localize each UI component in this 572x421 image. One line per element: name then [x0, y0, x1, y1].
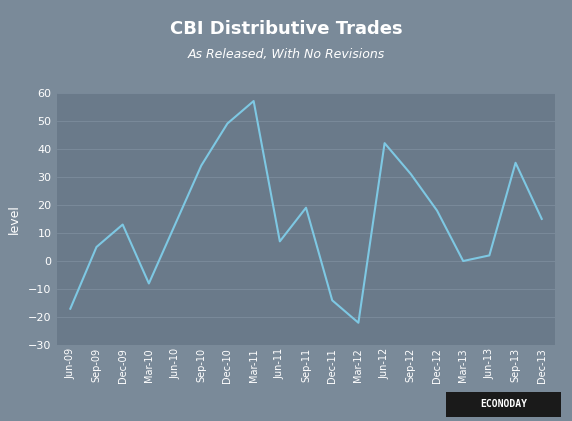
- Y-axis label: level: level: [8, 204, 21, 234]
- Text: ECONODAY: ECONODAY: [480, 399, 527, 409]
- Text: CBI Distributive Trades: CBI Distributive Trades: [170, 20, 402, 38]
- Text: As Released, With No Revisions: As Released, With No Revisions: [188, 48, 384, 61]
